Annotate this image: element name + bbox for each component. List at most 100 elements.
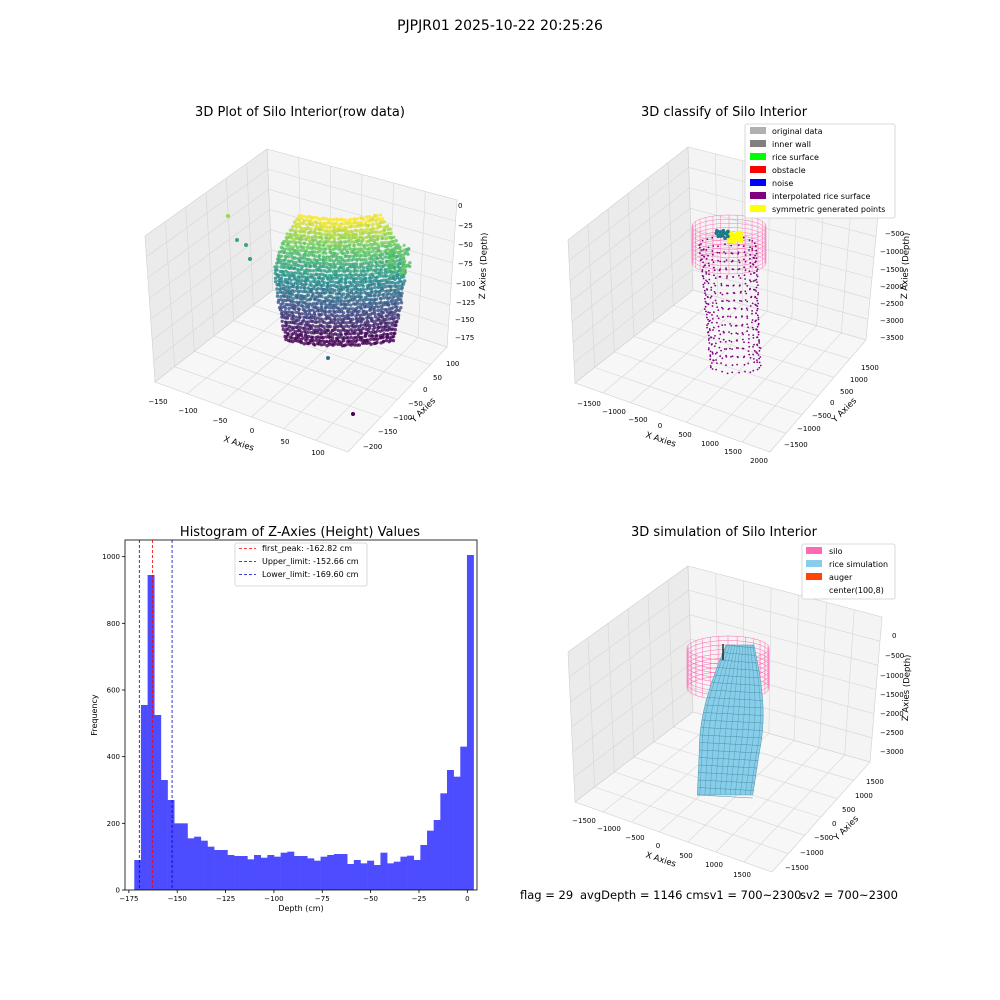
raw-point xyxy=(353,343,357,347)
interpolated-point xyxy=(710,286,713,289)
figure-title: PJPJR01 2025-10-22 20:25:26 xyxy=(397,18,603,34)
interpolated-point xyxy=(725,348,728,350)
raw-point xyxy=(280,246,285,250)
interpolated-point xyxy=(757,322,760,325)
raw-point xyxy=(319,332,323,336)
histogram-bar xyxy=(320,856,328,890)
legend-swatch xyxy=(750,127,766,134)
grid-line xyxy=(602,296,718,394)
raw-z-tick: −175 xyxy=(455,334,474,342)
raw-point xyxy=(367,215,371,219)
raw-point xyxy=(369,330,373,335)
interpolated-point xyxy=(748,338,750,340)
raw-point xyxy=(357,283,362,287)
histogram-bar xyxy=(433,820,441,890)
interpolated-point xyxy=(702,248,705,251)
interpolated-point xyxy=(737,347,739,349)
histogram-y-axis-label: Frequency xyxy=(90,694,99,736)
raw-point xyxy=(341,266,346,270)
raw-point xyxy=(332,251,337,255)
x-tick-label: 0 xyxy=(465,895,469,903)
raw-point xyxy=(326,284,330,288)
raw-point xyxy=(291,317,296,321)
raw-point xyxy=(369,279,373,284)
symmetric-point xyxy=(739,234,743,239)
raw-point xyxy=(286,271,290,275)
raw-point xyxy=(370,304,374,308)
raw-point xyxy=(295,296,300,300)
interpolated-point xyxy=(733,299,736,302)
classify-3d-plot: 3D classify of Silo Interior −1500 −1000… xyxy=(567,105,912,465)
legend-label: original data xyxy=(772,127,823,136)
raw-point xyxy=(315,273,319,277)
raw-point xyxy=(296,246,300,250)
interpolated-point xyxy=(749,287,751,290)
interpolated-point xyxy=(749,262,752,264)
interpolated-point xyxy=(703,289,706,292)
interpolated-point xyxy=(752,328,755,331)
grid-line xyxy=(147,189,269,278)
raw-point xyxy=(372,282,377,286)
raw-point xyxy=(298,248,303,253)
raw-point xyxy=(380,288,385,292)
interpolated-point xyxy=(757,302,759,305)
rice-mesh-line xyxy=(714,644,736,796)
raw-point xyxy=(348,339,353,344)
raw-point xyxy=(322,280,326,285)
y-tick-label: 0 xyxy=(116,887,120,895)
raw-point xyxy=(388,253,393,258)
simulation-x-tick: 0 xyxy=(656,842,660,850)
raw-point xyxy=(311,324,315,328)
raw-point xyxy=(361,217,366,221)
interpolated-point xyxy=(725,340,727,343)
raw-point xyxy=(282,250,287,254)
raw-point xyxy=(365,338,370,342)
raw-x-tick: −100 xyxy=(178,407,197,415)
raw-point xyxy=(355,236,359,240)
raw-point xyxy=(281,242,286,246)
raw-point xyxy=(287,320,292,325)
raw-point xyxy=(371,249,375,253)
raw-point xyxy=(290,228,294,232)
raw-point xyxy=(373,322,377,326)
raw-point xyxy=(316,286,320,291)
interpolated-point xyxy=(747,362,750,365)
interpolated-point xyxy=(738,259,740,262)
raw-point xyxy=(282,294,286,299)
raw-point xyxy=(355,312,359,317)
interpolated-point xyxy=(749,305,752,307)
raw-point xyxy=(390,265,394,269)
raw-point xyxy=(397,284,401,288)
raw-point xyxy=(327,306,331,310)
raw-point xyxy=(370,260,374,264)
raw-point xyxy=(378,274,382,278)
raw-point xyxy=(303,286,307,290)
raw-point xyxy=(313,277,317,281)
histogram-title: Histogram of Z-Axies (Height) Values xyxy=(180,525,420,540)
interpolated-point xyxy=(711,305,714,307)
raw-point xyxy=(311,273,316,277)
raw-point xyxy=(317,253,322,258)
raw-point xyxy=(353,280,357,284)
classify-x-axis-label: X Axies xyxy=(644,430,677,449)
y-tick-label: 200 xyxy=(107,820,120,828)
interpolated-point xyxy=(709,297,712,299)
raw-point xyxy=(348,307,353,311)
raw-point xyxy=(361,317,365,321)
interpolated-point xyxy=(754,254,756,257)
raw-point xyxy=(341,287,346,291)
histogram-bar xyxy=(140,705,148,890)
x-tick-label: −100 xyxy=(264,895,283,903)
raw-point xyxy=(297,275,302,279)
raw-point xyxy=(288,313,292,317)
raw-point xyxy=(318,221,322,225)
interpolated-point xyxy=(755,274,758,276)
x-tick-label: −175 xyxy=(119,895,138,903)
raw-point xyxy=(344,280,348,284)
simulation-3d-plot: 3D simulation of Silo Interior −1500 −10… xyxy=(567,525,913,879)
interpolated-point xyxy=(713,291,716,293)
simulation-y-axis-label: Y Axies xyxy=(831,814,861,844)
interpolated-point xyxy=(705,257,708,260)
raw-point xyxy=(319,268,323,273)
raw-point xyxy=(353,220,357,225)
